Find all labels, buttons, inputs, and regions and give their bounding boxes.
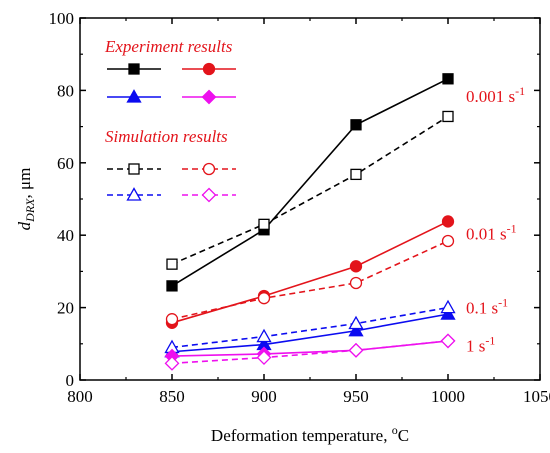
data-point — [256, 328, 272, 343]
rate-annotations: 0.001 s-10.01 s-10.1 s-11 s-1 — [466, 84, 525, 356]
legend-experiment-magenta — [182, 89, 236, 105]
y-axis-title: dDRX, μm — [15, 168, 37, 231]
legend-experiment-black — [107, 63, 161, 75]
y-tick-label: 20 — [57, 299, 74, 318]
legend-marker — [202, 62, 216, 76]
data-point — [350, 168, 362, 181]
rate-annotation-exponent: -1 — [515, 84, 525, 98]
y-axis-title-rest: , μm — [15, 168, 34, 199]
y-tick-label: 60 — [57, 154, 74, 173]
rate-annotation: 0.1 s-1 — [466, 296, 508, 318]
rate-annotation: 0.001 s-1 — [466, 84, 525, 106]
y-tick-label: 80 — [57, 81, 74, 100]
data-point — [440, 333, 456, 349]
y-axis-title-main: d — [15, 221, 34, 230]
series-line — [171, 220, 449, 324]
legend-marker — [202, 162, 216, 176]
rate-annotation-exponent: -1 — [507, 221, 517, 235]
data-point — [442, 73, 454, 85]
x-tick-label: 850 — [159, 387, 185, 406]
legend-experiment-blue — [107, 89, 161, 103]
legend-simulation-red — [182, 162, 236, 176]
legend-simulation-magenta — [182, 187, 236, 203]
data-point — [442, 110, 454, 123]
data-point — [165, 313, 179, 326]
x-axis-title-unit: C — [398, 426, 409, 445]
data-point — [441, 234, 455, 248]
x-tick-label: 1000 — [431, 387, 465, 406]
legend-marker — [128, 63, 140, 75]
data-point — [256, 350, 272, 365]
legend-marker — [128, 163, 140, 175]
data-point — [349, 260, 363, 273]
legend-simulation-black — [107, 163, 161, 175]
rate-annotation-text: 0.001 s — [466, 87, 515, 106]
legend-marker — [201, 89, 217, 105]
legend-simulation-blue — [107, 187, 161, 201]
legend-marker — [126, 89, 142, 103]
data-point — [166, 258, 178, 270]
series-line — [171, 340, 449, 365]
series-line — [171, 306, 449, 349]
data-point — [441, 215, 455, 228]
data-point — [348, 342, 364, 358]
x-axis-title-degree: o — [392, 423, 398, 437]
legend-marker — [126, 187, 142, 201]
data-point — [164, 355, 180, 371]
data-point — [349, 276, 363, 290]
series-simulation-red — [165, 234, 455, 326]
x-axis-title: Deformation temperature, oC — [211, 423, 409, 445]
data-point — [257, 292, 271, 305]
data-point — [350, 119, 362, 131]
y-tick-label: 100 — [49, 9, 75, 28]
series-simulation-blue — [164, 299, 456, 354]
series-line — [171, 78, 449, 287]
data-point — [166, 280, 178, 292]
rate-annotation-exponent: -1 — [485, 334, 495, 348]
series-experiment-red — [165, 215, 455, 329]
series-line — [171, 115, 449, 265]
legend-simulation-title: Simulation results — [105, 127, 228, 146]
y-tick-label: 40 — [57, 226, 74, 245]
data-point — [348, 315, 364, 330]
x-tick-label: 900 — [251, 387, 277, 406]
y-tick-label: 0 — [66, 371, 75, 390]
y-axis-title-sub: DRX — [23, 198, 37, 223]
series-simulation-black — [166, 110, 454, 270]
rate-annotation-text: 0.01 s — [466, 224, 507, 243]
series-layer — [164, 73, 456, 371]
x-axis-title-text: Deformation temperature, — [211, 426, 392, 445]
data-point — [258, 218, 270, 230]
series-line — [171, 240, 449, 320]
rate-annotation-exponent: -1 — [498, 296, 508, 310]
legend-marker — [201, 187, 217, 203]
legend: Experiment results Simulation results — [104, 37, 236, 203]
x-tick-label: 800 — [67, 387, 93, 406]
data-point — [348, 322, 364, 337]
rate-annotation-text: 1 s — [466, 337, 485, 356]
rate-annotation: 0.01 s-1 — [466, 221, 517, 243]
series-experiment-blue — [164, 306, 456, 358]
series-line — [171, 313, 449, 353]
series-experiment-black — [166, 73, 454, 292]
legend-experiment-red — [182, 62, 236, 76]
rate-annotation: 1 s-1 — [466, 334, 495, 356]
data-point — [440, 306, 456, 320]
x-tick-label: 950 — [343, 387, 369, 406]
series-simulation-magenta — [164, 333, 456, 371]
data-point — [440, 299, 456, 314]
rate-annotation-text: 0.1 s — [466, 299, 498, 318]
legend-experiment-title: Experiment results — [104, 37, 233, 56]
